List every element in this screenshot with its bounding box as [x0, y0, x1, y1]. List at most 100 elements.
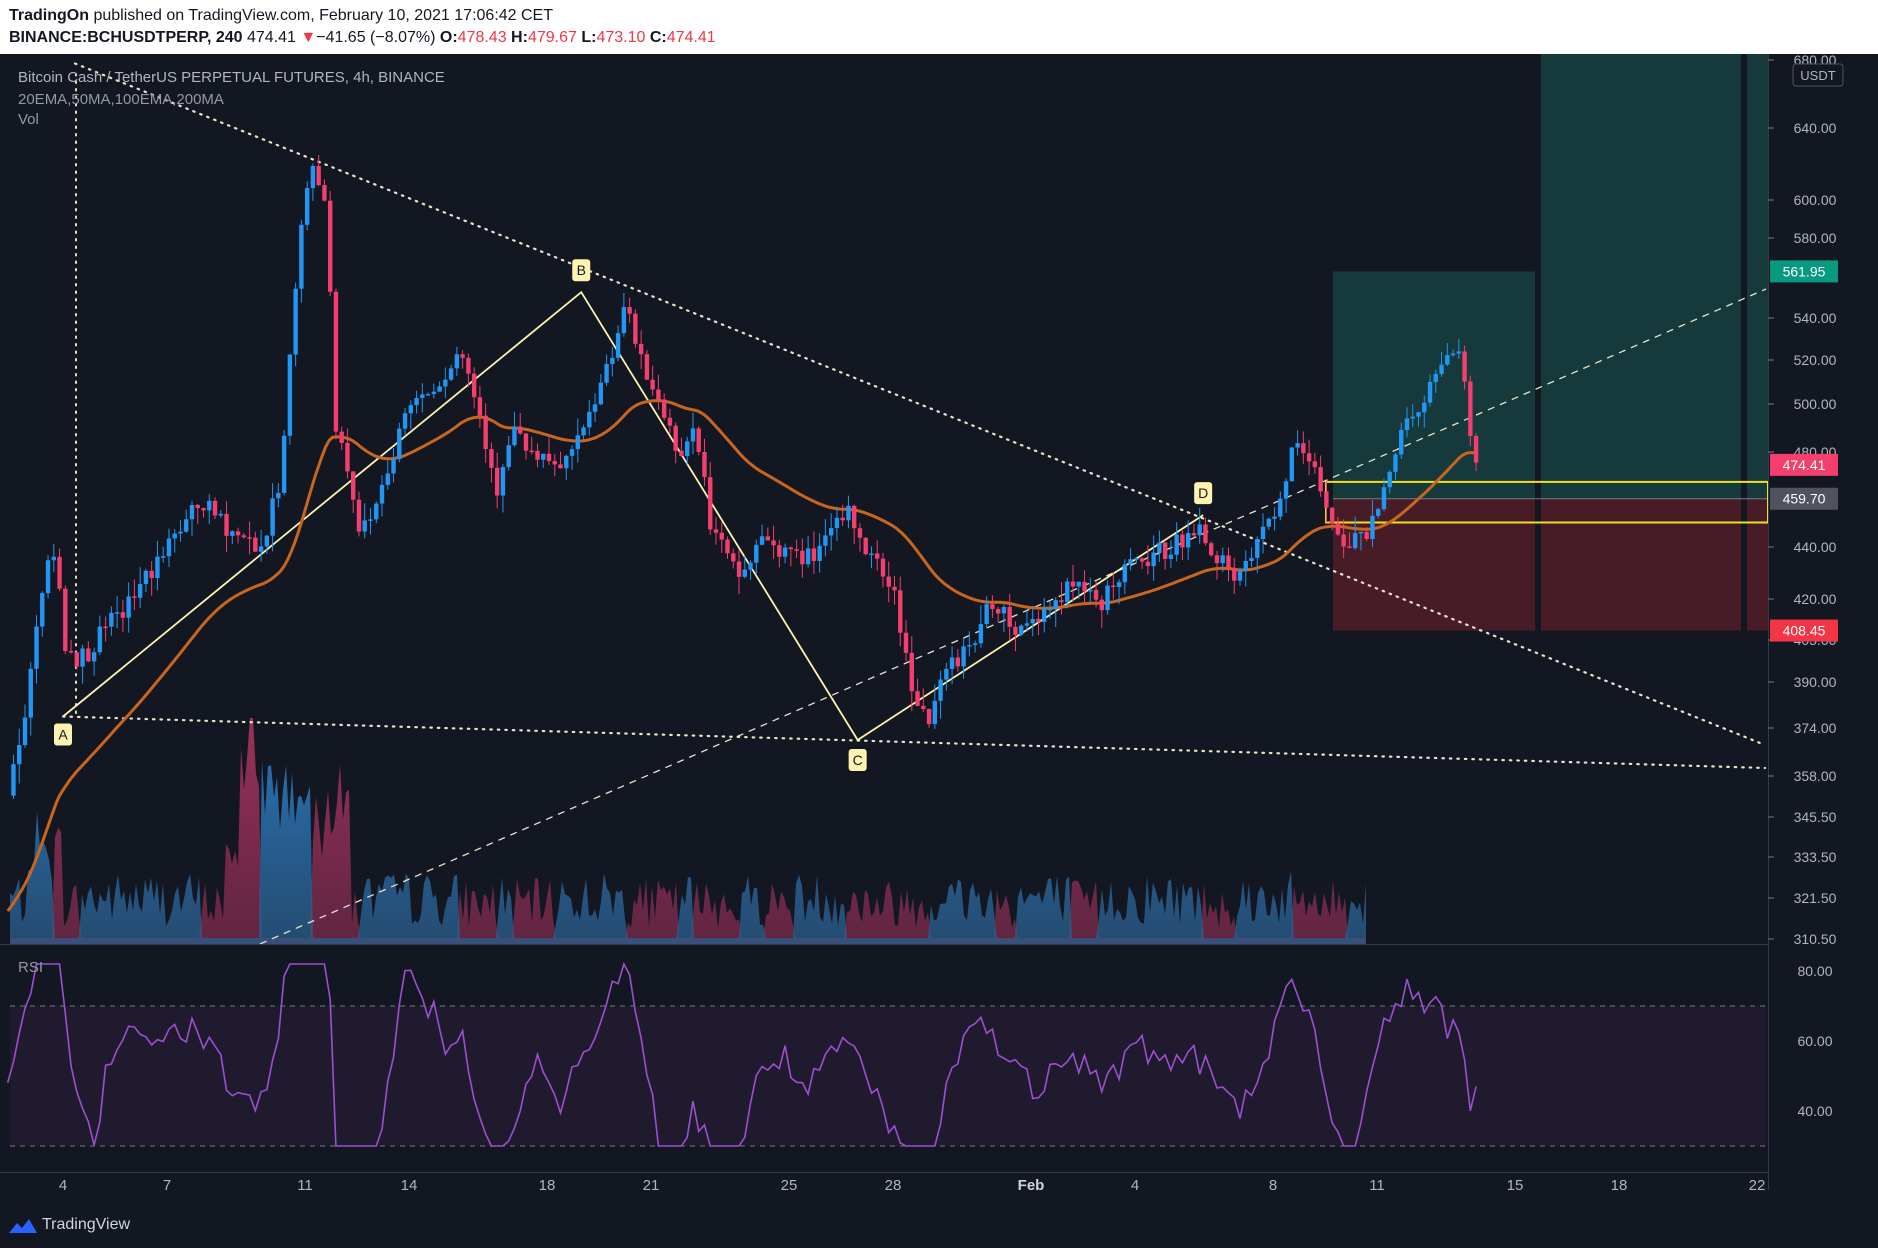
price-tick-label: 345.50: [1794, 809, 1837, 825]
candle: [541, 453, 546, 460]
candle: [91, 652, 97, 662]
candle: [68, 650, 74, 653]
candle: [1370, 515, 1375, 539]
candle: [650, 379, 655, 390]
candle: [713, 529, 719, 533]
candle: [857, 528, 863, 538]
candle: [500, 467, 506, 496]
candle: [276, 492, 281, 499]
candle: [1439, 364, 1444, 374]
candle: [518, 426, 523, 434]
publish-line: TradingOn published on TradingView.com, …: [9, 7, 553, 25]
candle: [45, 560, 51, 594]
candle: [558, 464, 563, 469]
candle: [1174, 534, 1179, 555]
candle: [529, 450, 534, 453]
point-label-box: [848, 749, 867, 771]
candle: [103, 626, 108, 629]
candle: [1111, 585, 1116, 588]
axes: 680.00640.00600.00580.00540.00520.00500.…: [0, 54, 1878, 1204]
candle: [425, 394, 431, 396]
footer-brand[interactable]: TradingView: [42, 1216, 131, 1233]
candle: [725, 539, 730, 554]
price-tick-label: 500.00: [1794, 396, 1837, 412]
legend-rsi: RSI: [18, 959, 43, 976]
position-boxes: [1333, 54, 1768, 631]
rsi-tick-label: 60.00: [1797, 1033, 1832, 1049]
candle: [379, 484, 385, 504]
candle: [575, 435, 580, 450]
high-value: 479.67: [527, 29, 577, 46]
price-chart[interactable]: 680.00640.00600.00580.00540.00520.00500.…: [0, 54, 1878, 1204]
candle: [230, 531, 235, 536]
author-name[interactable]: TradingOn: [9, 7, 89, 24]
candle: [679, 450, 684, 457]
candle: [921, 705, 926, 710]
symbol-label[interactable]: BINANCE:BCHUSDTPERP, 240: [9, 29, 243, 46]
candle: [1272, 516, 1277, 519]
price-tick-label: 600.00: [1794, 192, 1837, 208]
candle: [322, 185, 327, 201]
candle: [592, 404, 598, 412]
candle: [178, 531, 183, 534]
candle: [460, 354, 465, 358]
candle: [195, 504, 200, 509]
candle: [834, 517, 840, 529]
candle: [224, 513, 229, 536]
close-value: 474.41: [666, 29, 716, 46]
candle: [1226, 555, 1231, 569]
candle: [443, 379, 448, 387]
rsi-pane: [0, 944, 1768, 1147]
candle: [57, 556, 62, 589]
candle: [120, 612, 126, 618]
candle: [1364, 531, 1369, 539]
candle: [702, 451, 707, 478]
candle: [978, 624, 984, 644]
price-badge-text: 408.45: [1783, 623, 1826, 639]
time-tick-label: 28: [885, 1177, 902, 1194]
candle: [1134, 558, 1139, 560]
candle: [656, 389, 661, 400]
candle: [28, 668, 33, 718]
time-tick-label: 14: [401, 1177, 418, 1194]
point-label-c: C: [853, 752, 863, 768]
candle: [483, 415, 488, 450]
time-tick-label: 11: [297, 1177, 313, 1194]
candle: [235, 531, 241, 536]
candle: [22, 717, 28, 746]
price-tick-label: 310.50: [1794, 931, 1837, 947]
candle: [1312, 461, 1318, 468]
candle: [293, 288, 298, 355]
candle: [1318, 467, 1323, 492]
candle: [817, 545, 822, 562]
rsi-tick-label: 80.00: [1797, 963, 1832, 979]
candle: [351, 471, 356, 500]
candle: [788, 547, 794, 550]
candle: [777, 545, 782, 557]
legend-indicators: 20EMA,50MA,100EMA,200MA: [18, 91, 224, 108]
legend-title: Bitcoin Cash / TetherUS PERPETUAL FUTURE…: [18, 69, 445, 86]
candle: [685, 441, 690, 457]
candle: [172, 533, 177, 539]
candle: [1376, 509, 1381, 516]
candle: [1214, 555, 1220, 564]
price-badge-stop: [1770, 619, 1838, 642]
candle: [840, 517, 845, 521]
candle: [1168, 554, 1174, 559]
candle: [742, 569, 747, 577]
candle: [1301, 443, 1306, 454]
candle: [949, 657, 955, 669]
candle: [892, 586, 897, 591]
candle: [1393, 454, 1398, 472]
candle: [1007, 606, 1012, 627]
candle: [1260, 526, 1266, 540]
candle: [374, 503, 379, 520]
candle: [1404, 418, 1410, 430]
candle: [915, 691, 920, 706]
time-tick-label: 25: [781, 1177, 798, 1194]
candle: [1076, 581, 1081, 587]
price-tick-label: 640.00: [1794, 120, 1837, 136]
candle: [1128, 559, 1133, 565]
candle: [155, 556, 160, 579]
candle: [708, 477, 713, 530]
